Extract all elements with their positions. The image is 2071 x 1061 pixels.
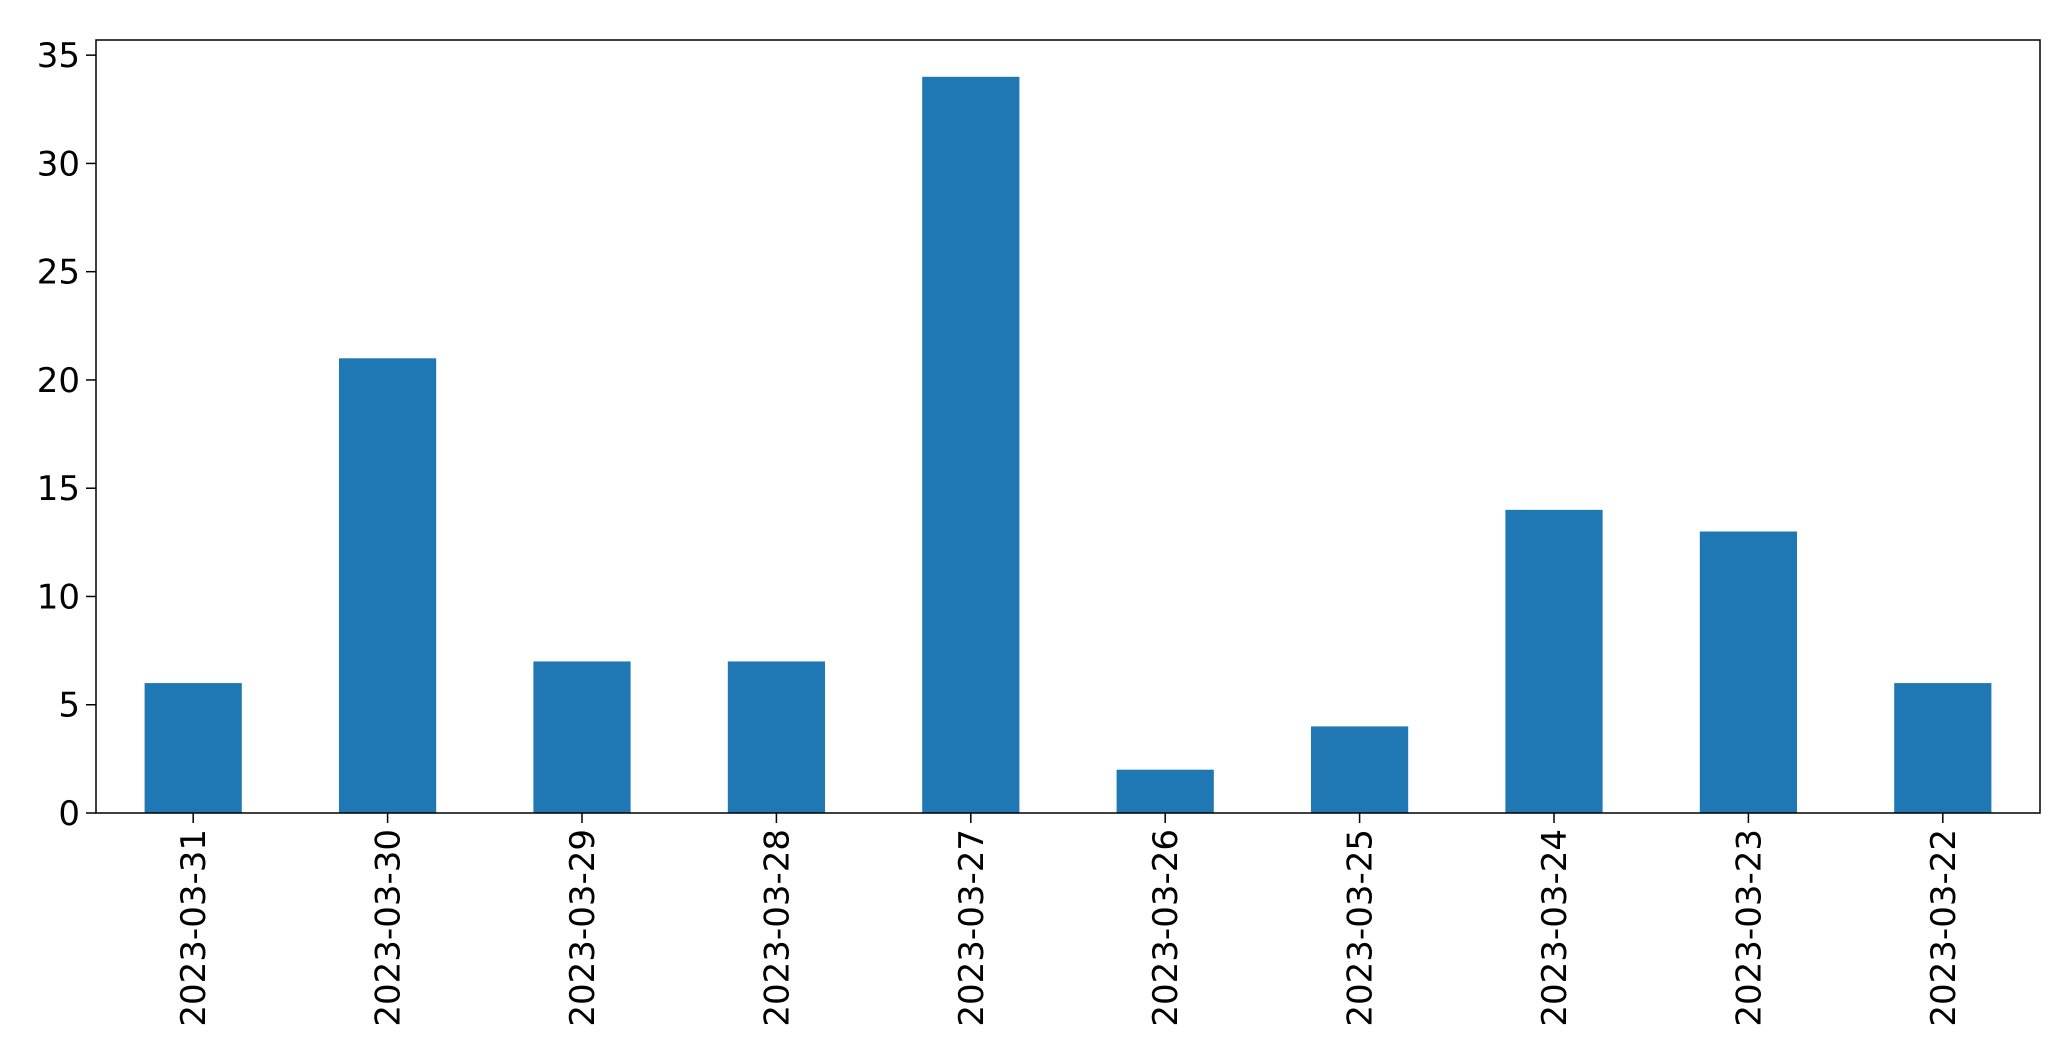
y-tick-label: 20 [37,361,80,401]
bar-2023-03-22 [1894,683,1992,813]
x-tick-label: 2023-03-30 [369,829,409,1027]
y-axis: 0 5 10 15 20 25 30 35 [37,36,96,834]
x-tick-label: 2023-03-26 [1146,829,1186,1027]
bar-2023-03-23 [1699,531,1797,813]
y-tick-label: 30 [37,144,80,184]
x-tick-label: 2023-03-24 [1535,829,1575,1027]
y-tick-label: 10 [37,577,80,617]
y-tick-label: 25 [37,253,80,293]
x-tick-label: 2023-03-27 [952,829,992,1027]
x-tick-label: 2023-03-29 [563,829,603,1027]
y-tick-label: 35 [37,36,80,76]
y-tick-label: 15 [37,469,80,509]
bar-2023-03-28 [727,661,825,813]
bars-group [144,76,1992,814]
x-tick-label: 2023-03-23 [1729,829,1769,1027]
plot-frame [95,39,2041,814]
y-tick-label: 0 [58,794,80,834]
x-tick-label: 2023-03-25 [1341,829,1381,1027]
x-tick-label: 2023-03-31 [174,829,214,1027]
bar-2023-03-29 [533,661,631,813]
bar-2023-03-25 [1311,726,1409,813]
bar-2023-03-24 [1505,509,1603,813]
x-tick-label: 2023-03-28 [757,829,797,1027]
bar-2023-03-27 [922,76,1020,814]
x-tick-label: 2023-03-22 [1924,829,1964,1027]
bar-2023-03-30 [339,358,437,813]
y-tick-label: 5 [58,686,80,726]
bar-2023-03-31 [144,683,242,813]
x-axis: 2023-03-31 2023-03-30 2023-03-29 2023-03-28… [174,813,1964,1027]
bar-2023-03-26 [1116,769,1214,813]
